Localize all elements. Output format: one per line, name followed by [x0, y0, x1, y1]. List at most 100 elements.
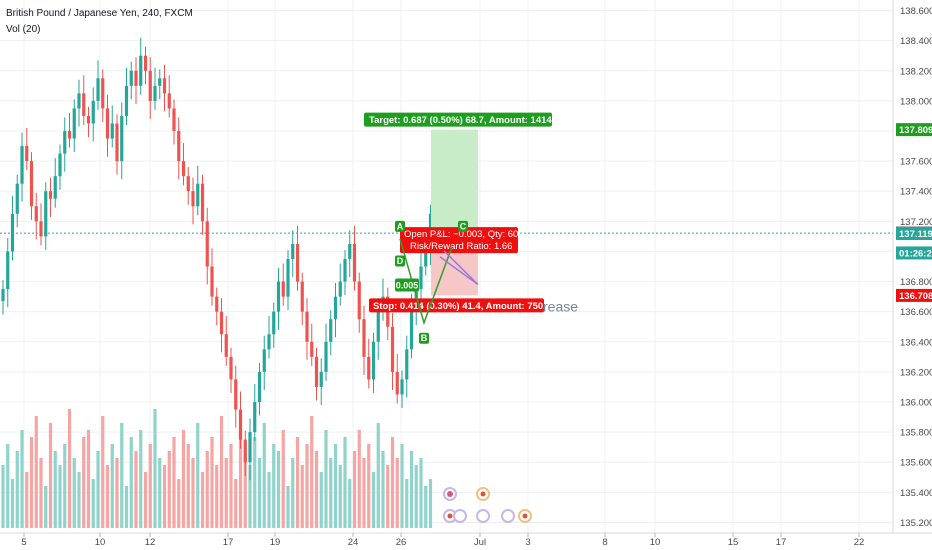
volume-bar: [44, 486, 48, 528]
candle-body: [400, 379, 404, 395]
candle-body: [300, 281, 304, 312]
volume-bar: [314, 451, 319, 528]
volume-bar: [148, 444, 152, 528]
volume-bar: [105, 465, 110, 528]
candle-body: [77, 93, 81, 109]
volume-bar: [181, 430, 186, 528]
candle-body: [101, 78, 105, 109]
volume-bar: [300, 465, 304, 528]
pattern-point-b: B: [419, 332, 429, 344]
candle-body: [215, 296, 219, 312]
price-axis-badge: 137.119: [896, 227, 932, 241]
candle-body: [409, 311, 414, 350]
candle-body: [172, 108, 176, 131]
candle-body: [338, 281, 342, 297]
candle-body: [371, 341, 376, 380]
volume-bar: [72, 458, 76, 528]
candle-body: [243, 439, 247, 463]
price-badge-bg: [896, 227, 932, 241]
symbol-title[interactable]: British Pound / Japanese Yen, 240, FXCM: [6, 8, 193, 19]
candle-body: [1, 289, 5, 302]
target-label: Target: 0.687 (0.50%) 68.7, Amount: 1414…: [369, 115, 565, 126]
pattern-point-a: A: [395, 220, 405, 232]
price-badge-bg: [896, 246, 932, 260]
volume-bar: [96, 451, 100, 528]
time-tick-label: 15: [728, 537, 739, 548]
candle-body: [39, 221, 43, 237]
volume-bar: [77, 472, 81, 528]
candle-body: [110, 123, 114, 139]
volume-bar: [53, 451, 57, 528]
time-tick-label: 10: [650, 537, 661, 548]
volume-bar: [295, 437, 300, 528]
svg-text:B: B: [421, 333, 428, 343]
candles: [1, 37, 433, 481]
candle-body: [348, 243, 352, 259]
candle-body: [29, 161, 34, 207]
volume-bar: [20, 430, 24, 528]
price-tick-label: 136.600: [900, 307, 932, 318]
volume-bar: [143, 472, 148, 528]
volume-bar: [110, 444, 114, 528]
price-tick-label: 135.600: [900, 458, 932, 469]
volume-bar: [162, 465, 167, 528]
volume-bar: [58, 465, 62, 528]
candle-body: [276, 281, 281, 312]
candle-body: [105, 108, 110, 139]
volume-bar: [319, 472, 323, 528]
time-tick-label: 3: [525, 537, 530, 548]
volume-bar: [262, 423, 266, 528]
price-tick-label: 136.000: [900, 398, 932, 409]
volume-bar: [329, 458, 333, 528]
price-tick-label: 135.400: [900, 488, 932, 499]
candle-body: [343, 258, 347, 282]
candle-body: [286, 258, 290, 297]
time-axis[interactable]: 5 10 12 17 19 24 26 Jul 3 8 10 15 17 22: [0, 532, 932, 548]
event-icon: [501, 509, 515, 523]
time-tick-label: 5: [21, 537, 26, 548]
candle-body: [58, 153, 62, 177]
candle-body: [314, 356, 319, 387]
target-label-box: Target: 0.687 (0.50%) 68.7, Amount: 1414…: [364, 112, 565, 127]
price-axis-labels: 135.200 135.400 135.600 135.800 136.000 136.2…: [896, 6, 932, 529]
faded-annotation: rease: [543, 298, 578, 314]
candle-body: [63, 130, 67, 154]
volume-bar: [276, 451, 281, 528]
candle-body: [267, 334, 271, 350]
candle-body: [352, 243, 357, 282]
candle-body: [91, 100, 95, 124]
volume-bar: [124, 486, 129, 528]
abcd-pattern[interactable]: A D B C 0.005 rease: [395, 220, 578, 344]
candle-body: [295, 243, 300, 282]
risk-reward-label: Risk/Reward Ratio: 1.66: [410, 241, 512, 252]
candle-body: [224, 334, 228, 357]
long-position-tool[interactable]: Target: 0.687 (0.50%) 68.7, Amount: 1414…: [364, 112, 565, 313]
event-icon-center: [522, 513, 528, 519]
candle-body: [167, 93, 171, 109]
volume-bar: [186, 444, 190, 528]
volume-bar: [86, 430, 91, 528]
volume-bar: [405, 479, 409, 528]
time-tick-label: 17: [776, 537, 787, 548]
event-markers[interactable]: [443, 487, 532, 523]
candle-body: [124, 85, 129, 116]
volume-bar: [219, 416, 224, 528]
price-tick-label: 135.800: [900, 428, 932, 439]
event-icon-center: [480, 491, 486, 497]
candle-body: [248, 432, 252, 463]
time-tick-label: 10: [95, 537, 106, 548]
volume-bar: [305, 444, 309, 528]
candle-body: [177, 130, 181, 162]
candle-body: [162, 78, 167, 94]
volume-indicator-label[interactable]: Vol (20): [6, 24, 41, 35]
svg-text:0.005: 0.005: [396, 281, 419, 291]
volume-bar: [248, 465, 252, 528]
price-tick-label: 137.400: [900, 187, 932, 198]
candle-body: [48, 191, 53, 199]
uk-flag-icon-center: [447, 491, 453, 497]
candle-body: [200, 183, 205, 222]
candle-body: [362, 319, 366, 357]
candle-body: [395, 371, 399, 395]
candle-body: [196, 183, 200, 207]
